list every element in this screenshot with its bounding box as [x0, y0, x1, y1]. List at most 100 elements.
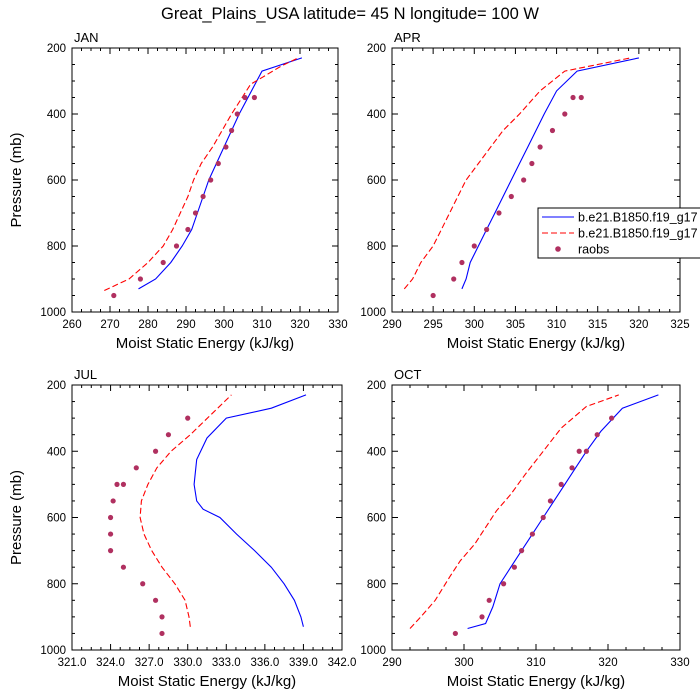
y-tick-label: 200 — [367, 380, 386, 392]
y-tick-label: 400 — [47, 109, 66, 121]
raobs-point — [562, 111, 568, 117]
x-tick-label: 330 — [670, 657, 689, 669]
raobs-point — [137, 276, 143, 282]
raobs-point — [508, 193, 514, 200]
series-line-dashed — [409, 394, 619, 629]
x-axis-title: Moist Static Energy (kJ/kg) — [118, 673, 296, 690]
raobs-point — [549, 127, 556, 134]
y-axis-title: Pressure (mb) — [8, 132, 25, 227]
x-tick-label: 290 — [176, 319, 195, 331]
x-tick-label: 333.0 — [212, 657, 241, 669]
x-tick-label: 339.0 — [289, 657, 318, 669]
raobs-point — [165, 432, 172, 438]
raobs-point — [570, 94, 576, 101]
series-line-dashed — [104, 57, 299, 291]
raobs-point — [521, 177, 527, 183]
y-tick-label: 1000 — [360, 645, 386, 657]
panel-title: JUL — [74, 367, 97, 382]
raobs-point — [501, 581, 507, 587]
raobs-point — [576, 448, 582, 454]
raobs-point — [242, 94, 248, 101]
y-tick-label: 200 — [47, 43, 66, 55]
y-tick-label: 800 — [367, 241, 386, 253]
x-tick-label: 325 — [670, 319, 689, 331]
x-tick-label: 270 — [100, 319, 119, 331]
raobs-point — [529, 160, 535, 167]
raobs-point — [185, 226, 191, 233]
x-axis-title: Moist Static Energy (kJ/kg) — [116, 335, 294, 352]
panel-apr: 290 295 300 305 310 315 320 325 200 400 600 800 1000… — [360, 30, 689, 352]
x-tick-label: 310 — [526, 657, 545, 669]
legend-label: b.e21.B1850.f19_g17 — [578, 227, 698, 241]
plot-frame — [391, 47, 681, 313]
x-axis-title: Moist Static Energy (kJ/kg) — [447, 673, 625, 690]
panels-group: 260 270 280 290 300 310 320 330 200 400 600 800 1000… — [8, 30, 690, 690]
x-tick-label: 300 — [454, 657, 473, 669]
raobs-point — [120, 564, 127, 570]
raobs-point — [107, 531, 114, 537]
y-tick-label: 400 — [367, 446, 386, 458]
raobs-point — [223, 144, 229, 150]
y-tick-label: 400 — [367, 109, 386, 121]
raobs-point — [594, 432, 600, 438]
x-tick-label: 260 — [62, 319, 81, 331]
panel-jul: 321.0 324.0 327.0 330.0 333.0 336.0 339.0 342.0… — [8, 367, 356, 690]
y-tick-label: 600 — [47, 513, 66, 525]
x-tick-label: 310 — [252, 319, 271, 331]
y-tick-label: 800 — [367, 579, 386, 591]
raobs-point — [200, 193, 206, 200]
raobs-point — [511, 564, 517, 570]
series-line-dashed — [139, 394, 232, 627]
raobs-point — [569, 465, 575, 471]
x-tick-label: 320 — [290, 319, 309, 331]
series-line-solid — [193, 394, 307, 627]
raobs-point — [120, 481, 127, 487]
raobs-point — [152, 448, 159, 454]
x-tick-label: 305 — [506, 319, 525, 331]
legend-label: b.e21.B1850.f19_g17 — [578, 211, 698, 225]
x-tick-label: 320 — [598, 657, 617, 669]
y-tick-label: 800 — [47, 579, 66, 591]
raobs-point — [251, 94, 257, 101]
y-tick-label: 200 — [367, 43, 386, 55]
x-tick-label: 342.0 — [328, 657, 357, 669]
panel-title: OCT — [394, 367, 422, 382]
x-tick-label: 310 — [547, 319, 566, 331]
raobs-point — [107, 548, 114, 554]
x-tick-label: 320 — [629, 319, 648, 331]
y-tick-label: 400 — [47, 446, 66, 458]
panel-jan: 260 270 280 290 300 310 320 330 200 400 600 800 1000… — [8, 30, 348, 352]
raobs-point — [540, 514, 546, 521]
x-tick-label: 330 — [328, 319, 347, 331]
series-line-solid — [138, 57, 303, 290]
raobs-point — [160, 259, 166, 266]
y-tick-label: 200 — [47, 380, 66, 392]
raobs-point — [583, 448, 590, 454]
raobs-point — [578, 94, 584, 101]
x-tick-label: 290 — [382, 657, 401, 669]
raobs-point — [215, 160, 221, 167]
x-tick-label: 327.0 — [135, 657, 164, 669]
x-tick-label: 290 — [382, 319, 401, 331]
x-tick-label: 295 — [424, 319, 443, 331]
x-axis-title: Moist Static Energy (kJ/kg) — [447, 335, 625, 352]
raobs-point — [430, 292, 436, 299]
x-tick-label: 300 — [465, 319, 484, 331]
raobs-point — [529, 531, 536, 537]
raobs-point — [192, 210, 199, 216]
plot-frame — [391, 384, 681, 651]
y-tick-label: 1000 — [40, 307, 66, 319]
panel-oct: 290 300 310 320 330 200 400 600 800 1000 OCT Moist … — [360, 367, 689, 690]
y-tick-label: 1000 — [40, 645, 66, 657]
raobs-point — [133, 465, 139, 471]
legend: b.e21.B1850.f19_g17 b.e21.B1850.f19_g17ra… — [537, 207, 700, 259]
raobs-point — [459, 259, 465, 266]
legend-marker — [555, 246, 561, 252]
x-tick-label: 280 — [138, 319, 157, 331]
raobs-point — [451, 276, 457, 282]
y-tick-label: 600 — [47, 175, 66, 187]
raobs-point — [471, 243, 477, 249]
panel-title: JAN — [74, 30, 99, 45]
raobs-point — [173, 243, 180, 249]
raobs-point — [547, 498, 554, 504]
